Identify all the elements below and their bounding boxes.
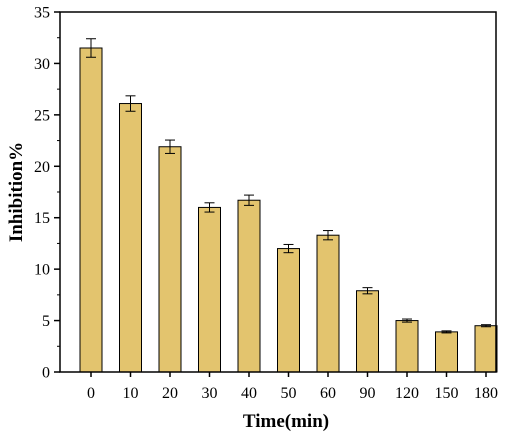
x-axis-title: Time(min) [243, 411, 329, 432]
y-tick-label-15: 15 [34, 210, 50, 227]
bar-30 [198, 206, 221, 373]
bar-20 [158, 146, 182, 373]
x-tick-label-150: 150 [435, 385, 459, 402]
x-tick-label-20: 20 [162, 385, 178, 402]
x-tick-label-30: 30 [202, 385, 218, 402]
x-tick-label-120: 120 [395, 385, 419, 402]
y-tick-label-35: 35 [34, 5, 50, 22]
error-bars-group [86, 38, 491, 334]
x-tick-label-180: 180 [474, 385, 498, 402]
y-tick-label-25: 25 [34, 107, 50, 124]
bar-90 [356, 290, 379, 373]
x-tick-label-40: 40 [241, 385, 257, 402]
y-tick-label-0: 0 [42, 365, 50, 382]
bars-group [79, 47, 498, 373]
y-tick-label-10: 10 [34, 262, 50, 279]
tick-labels-group: 0 10 20 30 40 50 60 90 120 150 180 0 5 10 15 20 25 30 35 [34, 5, 498, 403]
x-tick-label-10: 10 [123, 385, 139, 402]
bar-120 [395, 320, 419, 373]
x-tick-label-50: 50 [281, 385, 297, 402]
bar-0 [79, 47, 103, 373]
x-tick-label-90: 90 [360, 385, 376, 402]
axes-group [54, 11, 497, 377]
y-tick-label-20: 20 [34, 159, 50, 176]
bar-10 [119, 103, 142, 373]
y-tick-label-5: 5 [42, 313, 50, 330]
bar-50 [277, 248, 300, 373]
y-tick-label-30: 30 [34, 56, 50, 73]
y-axis-title: Inhibition% [6, 142, 27, 242]
bar-60 [316, 234, 340, 373]
x-tick-label-60: 60 [320, 385, 336, 402]
x-tick-label-0: 0 [87, 385, 95, 402]
bar-180 [474, 325, 498, 373]
bar-40 [237, 199, 261, 373]
bar-150 [435, 331, 458, 373]
